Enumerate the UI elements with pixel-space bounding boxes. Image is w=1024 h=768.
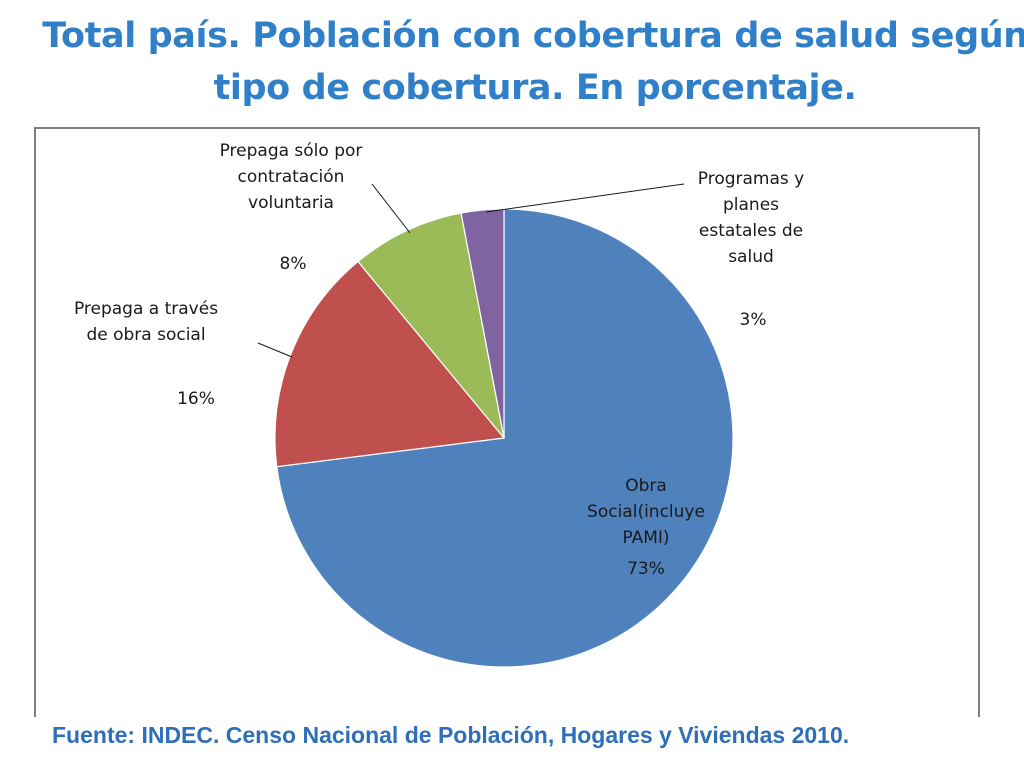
slice-label-3: Prepaga sólo por contratación voluntaria — [220, 141, 363, 213]
slide-title: Total país. Población con cobertura de s… — [40, 10, 1024, 114]
leader-line-4 — [485, 183, 685, 213]
leader-line-3 — [371, 183, 411, 234]
title-line-2: tipo de cobertura. En porcentaje. — [213, 68, 857, 108]
slice-value-3: 8% — [280, 254, 307, 274]
slice-label-1: Obra Social(incluye PAMI) — [587, 476, 705, 548]
slice-value-4: 3% — [740, 310, 767, 330]
chart-area: Obra Social(incluye PAMI) 73% Prepaga a trav… — [34, 127, 980, 717]
slice-value-2: 16% — [177, 389, 215, 409]
pie-slice-3 — [357, 212, 505, 439]
source-note: Fuente: INDEC. Censo Nacional de Poblaci… — [52, 722, 850, 748]
slice-label-4: Programas y planes estatales de salud — [698, 169, 804, 267]
pie-slice-2 — [274, 260, 506, 468]
pie-slice-1 — [276, 208, 734, 668]
slice-value-1: 73% — [627, 559, 665, 579]
leader-line-2 — [257, 342, 293, 358]
pie-chart: Obra Social(incluye PAMI) 73% Prepaga a trav… — [74, 141, 804, 668]
slice-label-2: Prepaga a través de obra social — [74, 299, 218, 345]
title-line-1: Total país. Población con cobertura de s… — [42, 16, 1024, 56]
